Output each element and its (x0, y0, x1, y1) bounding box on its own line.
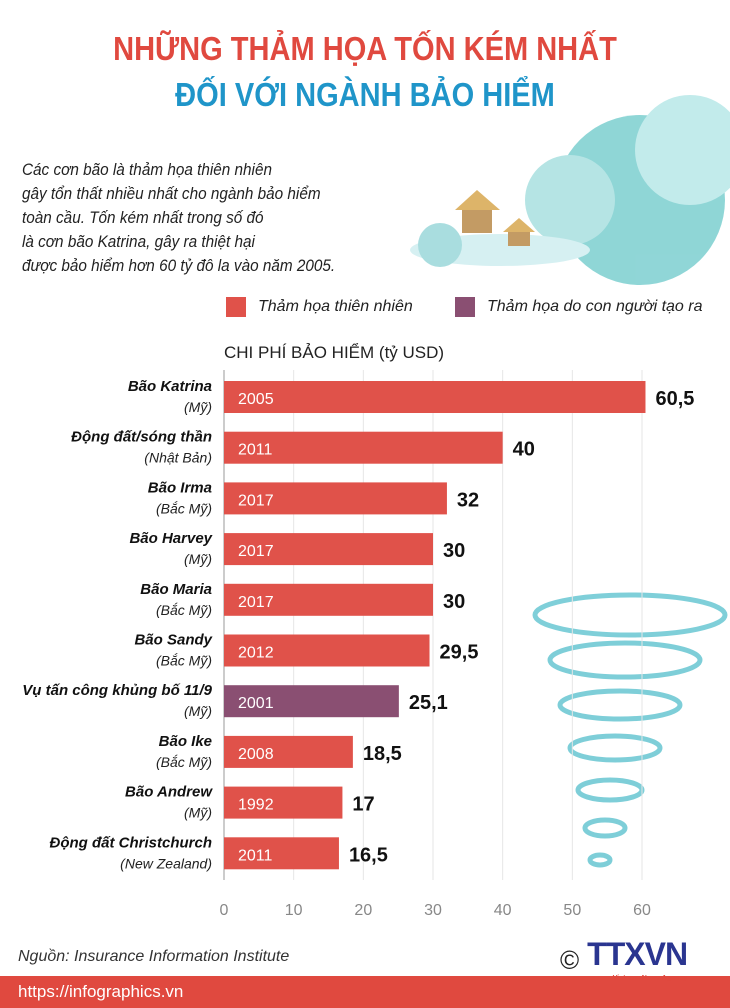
copyright-icon: © (560, 944, 580, 975)
category-name: Động đất/sóng thần (71, 429, 212, 446)
bar-value-label: 30 (443, 591, 465, 613)
x-tick-label: 0 (220, 902, 229, 919)
x-tick-label: 30 (424, 902, 442, 919)
x-tick-label: 50 (563, 902, 581, 919)
category-place: (Mỹ) (184, 551, 212, 567)
bar-value-label: 32 (457, 489, 479, 511)
category-name: Bão Irma (148, 479, 212, 496)
category-place: (Bắc Mỹ) (156, 653, 212, 669)
intro-line: gây tổn thất nhiều nhất cho ngành bảo hi… (22, 184, 321, 203)
category-name: Bão Ike (159, 733, 212, 750)
legend-swatch (226, 297, 246, 317)
legend-manmade: Thảm họa do con người tạo ra (455, 297, 703, 317)
bar (224, 634, 430, 667)
category-place: (Mỹ) (184, 805, 212, 821)
category-name: Bão Maria (140, 581, 212, 598)
logo-subtext: Vietnam News Agency (612, 975, 688, 982)
bar-value-label: 25,1 (409, 692, 448, 714)
bar (224, 735, 353, 768)
bar (224, 482, 447, 515)
bar-year-label: 2012 (238, 645, 274, 662)
bar-year-label: 2017 (238, 543, 274, 560)
bar (224, 533, 433, 566)
bar-value-label: 29,5 (440, 642, 479, 664)
bar-value-label: 60,5 (655, 388, 694, 410)
bar-year-label: 2017 (238, 492, 274, 509)
bar-year-label: 2011 (238, 442, 273, 459)
category-place: (Bắc Mỹ) (156, 602, 212, 618)
legend-label: Thảm họa do con người tạo ra (487, 298, 703, 315)
category-place: (Mỹ) (184, 703, 212, 719)
category-place: (Mỹ) (184, 399, 212, 415)
intro-line: toàn cầu. Tốn kém nhất trong số đó (22, 208, 264, 227)
source: Nguồn: Insurance Information Institute (18, 948, 290, 965)
category-name: Bão Sandy (134, 632, 212, 649)
logo-text: TTXVN (587, 936, 688, 972)
bar-value-label: 30 (443, 540, 465, 562)
x-tick-label: 20 (354, 902, 372, 919)
bar-value-label: 16,5 (349, 844, 388, 866)
bar-year-label: 2005 (238, 391, 274, 408)
category-place: (Nhật Bản) (144, 450, 212, 466)
axis-unit-label: CHI PHÍ BẢO HIỂM (tỷ USD) (224, 343, 445, 362)
bar (224, 786, 343, 819)
x-tick-label: 10 (285, 902, 303, 919)
footer-bar (0, 976, 730, 1008)
x-tick-label: 40 (494, 902, 512, 919)
title-line2: ĐỐI VỚI NGÀNH BẢO HIỂM (175, 76, 555, 113)
bar-year-label: 2008 (238, 746, 274, 763)
bar-value-label: 40 (513, 439, 535, 461)
category-name: Bão Andrew (125, 784, 213, 801)
legend-swatch (455, 297, 475, 317)
bar (224, 583, 433, 616)
bar (224, 431, 503, 464)
category-place: (Bắc Mỹ) (156, 500, 212, 516)
x-tick-label: 60 (633, 902, 651, 919)
category-name: Bão Harvey (129, 530, 212, 547)
bar-value-label: 18,5 (363, 743, 402, 765)
bar-value-label: 17 (352, 794, 374, 816)
bar-year-label: 2017 (238, 594, 274, 611)
bar (224, 685, 399, 718)
title-line1: NHỮNG THẢM HỌA TỐN KÉM NHẤT (113, 30, 617, 67)
legend-label: Thảm họa thiên nhiên (258, 298, 413, 315)
category-name: Bão Katrina (128, 378, 212, 395)
category-place: (Bắc Mỹ) (156, 754, 212, 770)
category-name: Vụ tấn công khủng bố 11/9 (22, 682, 212, 699)
category-place: (New Zealand) (120, 855, 212, 871)
bar-year-label: 2001 (238, 695, 274, 712)
legend-natural: Thảm họa thiên nhiên (226, 297, 413, 317)
url-link[interactable]: https://infographics.vn (18, 982, 184, 1001)
intro-line: Các cơn bão là thảm họa thiên nhiên (22, 160, 272, 179)
bar (224, 381, 646, 413)
bar-year-label: 1992 (238, 797, 274, 814)
intro-text: Các cơn bão là thảm họa thiên nhiên gây … (22, 158, 400, 278)
intro-line: là cơn bão Katrina, gây ra thiệt hại (22, 232, 255, 251)
category-name: Động đất Christchurch (49, 834, 212, 851)
bar-year-label: 2011 (238, 847, 273, 864)
bar (224, 837, 339, 870)
intro-line: được bảo hiểm hơn 60 tỷ đô la vào năm 20… (22, 256, 336, 275)
ttxvn-logo: © TTXVN Vietnam News Agency (560, 936, 688, 983)
